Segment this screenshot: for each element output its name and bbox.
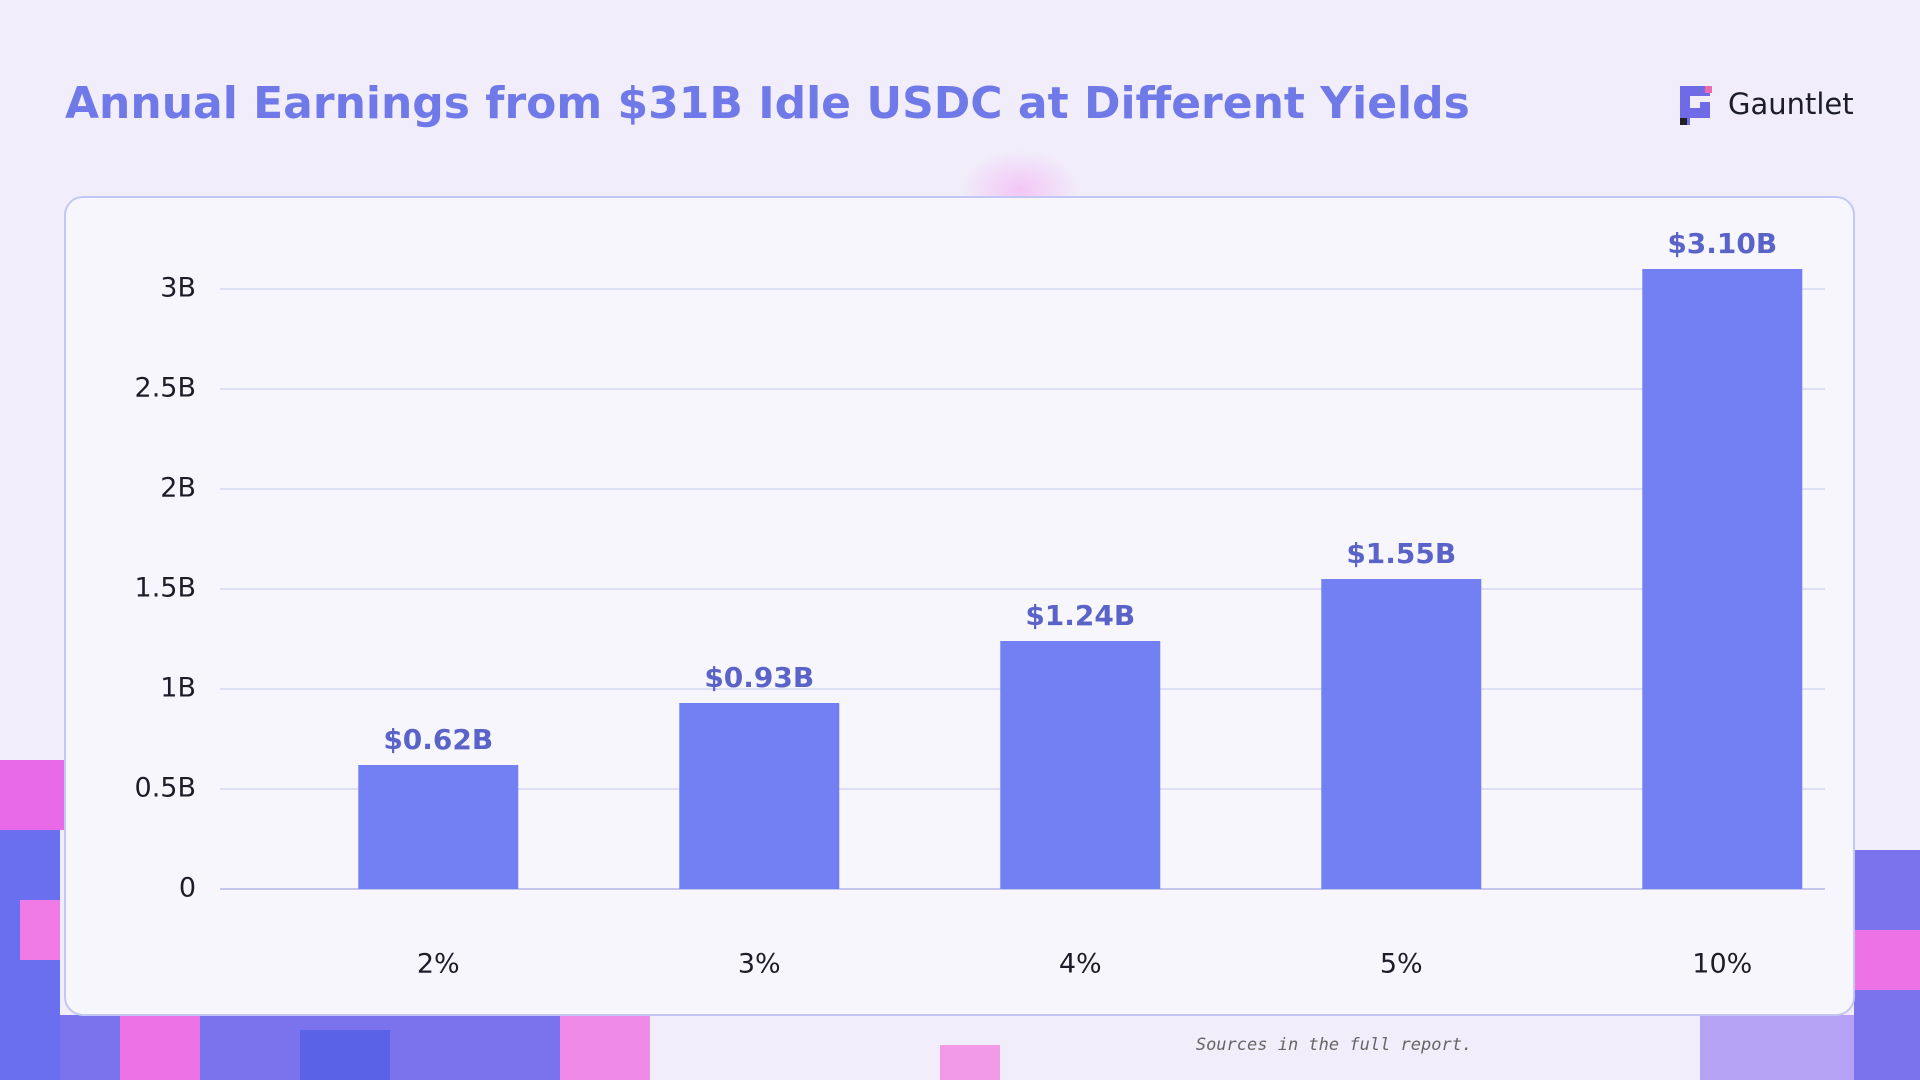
x-tick-label: 4% [1059,949,1102,980]
x-tick-label: 2% [417,949,460,980]
bar [358,765,519,889]
value-label: $1.55B [1346,537,1456,570]
logo [1680,86,1712,125]
y-tick-label: 2B [160,473,196,504]
y-tick-label: 0 [179,873,196,904]
value-label: $0.62B [383,723,493,756]
x-tick-label: 3% [738,949,781,980]
value-label: $3.10B [1667,227,1777,260]
bar [1642,269,1803,889]
footnote: Sources in the full report. [1196,1035,1472,1055]
decor [0,150,1920,1080]
y-tick-label: 1.5B [135,573,196,604]
x-tick-label: 5% [1380,949,1423,980]
chart-title: Annual Earnings from $31B Idle USDC at D… [65,78,1470,129]
value-label: $1.24B [1025,599,1135,632]
x-tick-label: 10% [1692,949,1752,980]
y-tick-label: 3B [160,273,196,304]
y-tick-label: 2.5B [135,373,196,404]
y-tick-label: 0.5B [135,773,196,804]
bar [1000,641,1161,889]
panel [64,196,1855,1016]
y-tick-label: 1B [160,673,196,704]
value-label: $0.93B [704,661,814,694]
bar [1321,579,1482,889]
brand: Gauntlet [1728,87,1854,121]
bar [679,703,840,889]
